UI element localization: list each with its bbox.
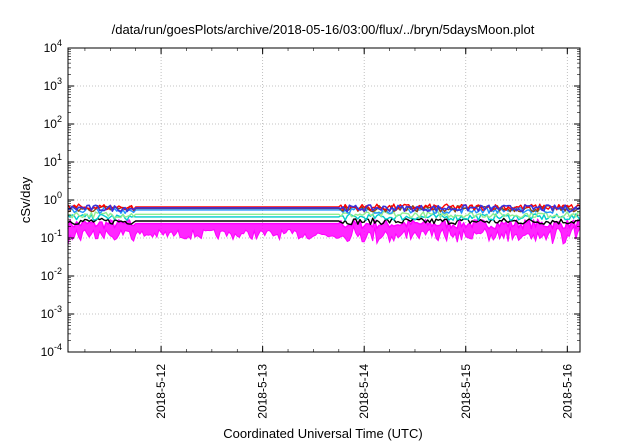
y-tick-label: 104 xyxy=(44,38,62,55)
x-tick-label: 2018-5-12 xyxy=(154,364,168,419)
series-line xyxy=(67,218,581,230)
x-tick-label: 2018-5-13 xyxy=(256,364,270,419)
y-tick-label: 101 xyxy=(44,152,62,169)
series-group xyxy=(67,203,581,246)
x-axis-label: Coordinated Universal Time (UTC) xyxy=(223,426,422,441)
series-line xyxy=(67,217,581,226)
chart-title: /data/run/goesPlots/archive/2018-05-16/0… xyxy=(112,22,535,37)
y-tick-label: 100 xyxy=(44,190,62,207)
series-line xyxy=(67,204,581,213)
series-line xyxy=(67,210,581,219)
y-tick-label: 10-1 xyxy=(41,228,62,245)
grid xyxy=(68,48,580,352)
series-line xyxy=(67,206,581,215)
x-tick-label: 2018-5-14 xyxy=(357,364,371,419)
y-tick-label: 103 xyxy=(44,76,62,93)
x-tick-label: 2018-5-16 xyxy=(560,364,574,419)
x-tick-label: 2018-5-15 xyxy=(459,364,473,419)
y-tick-label: 10-3 xyxy=(41,304,62,321)
ticks: 10-4 10-3 10-2 10-1 100 101 102 103 104 2018-5-12… xyxy=(41,38,580,419)
y-axis-label: cSv/day xyxy=(18,176,33,223)
y-tick-label: 102 xyxy=(44,114,62,131)
y-tick-label: 10-4 xyxy=(41,342,62,359)
y-tick-label: 10-2 xyxy=(41,266,62,283)
